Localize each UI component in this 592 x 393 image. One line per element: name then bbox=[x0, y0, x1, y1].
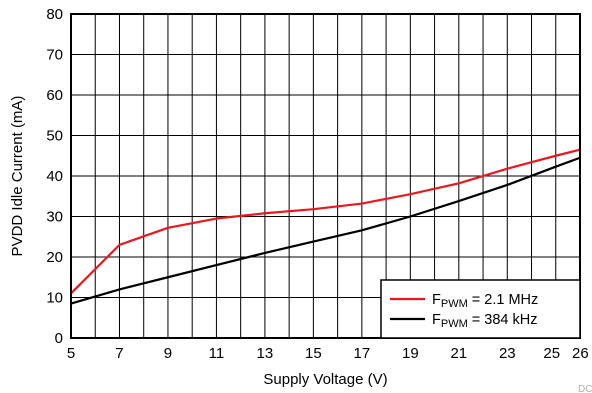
x-tick-label: 26 bbox=[572, 345, 589, 362]
legend-box bbox=[380, 279, 581, 339]
x-tick-label: 11 bbox=[209, 345, 225, 362]
x-tick-label: 15 bbox=[305, 345, 322, 362]
x-tick-label: 17 bbox=[354, 345, 371, 362]
watermark: DC bbox=[578, 384, 592, 393]
x-tick-label: 23 bbox=[499, 345, 516, 362]
series-line-1 bbox=[70, 148, 581, 295]
y-tick-label: 50 bbox=[46, 128, 63, 145]
y-tick-label: 20 bbox=[46, 249, 63, 266]
x-tick-labels: 5 7 9 11 13 15 17 19 21 23 25 26 bbox=[67, 345, 589, 362]
y-tick-label: 70 bbox=[46, 47, 63, 64]
x-tick-label: 5 bbox=[67, 345, 75, 362]
y-tick-label: 0 bbox=[55, 330, 63, 347]
x-axis-label: Supply Voltage (V) bbox=[263, 371, 387, 388]
x-tick-label: 25 bbox=[543, 345, 560, 362]
y-tick-label: 10 bbox=[46, 290, 63, 307]
x-tick-label: 9 bbox=[164, 345, 172, 362]
series-line-2 bbox=[70, 156, 581, 305]
y-tick-label: 80 bbox=[46, 6, 63, 23]
x-tick-label: 21 bbox=[450, 345, 467, 362]
series-lines bbox=[70, 148, 581, 305]
legend-entry: FPWM = 2.1 MHz bbox=[432, 292, 538, 310]
plot-frame bbox=[70, 13, 581, 339]
y-tick-label: 40 bbox=[46, 168, 63, 185]
legend-entry: FPWM = 384 kHz bbox=[432, 312, 537, 330]
y-tick-label: 30 bbox=[46, 209, 63, 226]
x-tick-label: 13 bbox=[257, 345, 274, 362]
y-tick-labels: 0 10 20 30 40 50 60 70 80 bbox=[46, 6, 63, 347]
legend: FPWM = 2.1 MHz FPWM = 384 kHz bbox=[380, 279, 581, 339]
y-axis-label: PVDD Idle Current (mA) bbox=[9, 96, 26, 257]
x-tick-label: 7 bbox=[115, 345, 123, 362]
x-tick-label: 19 bbox=[402, 345, 419, 362]
y-tick-label: 60 bbox=[46, 87, 63, 104]
